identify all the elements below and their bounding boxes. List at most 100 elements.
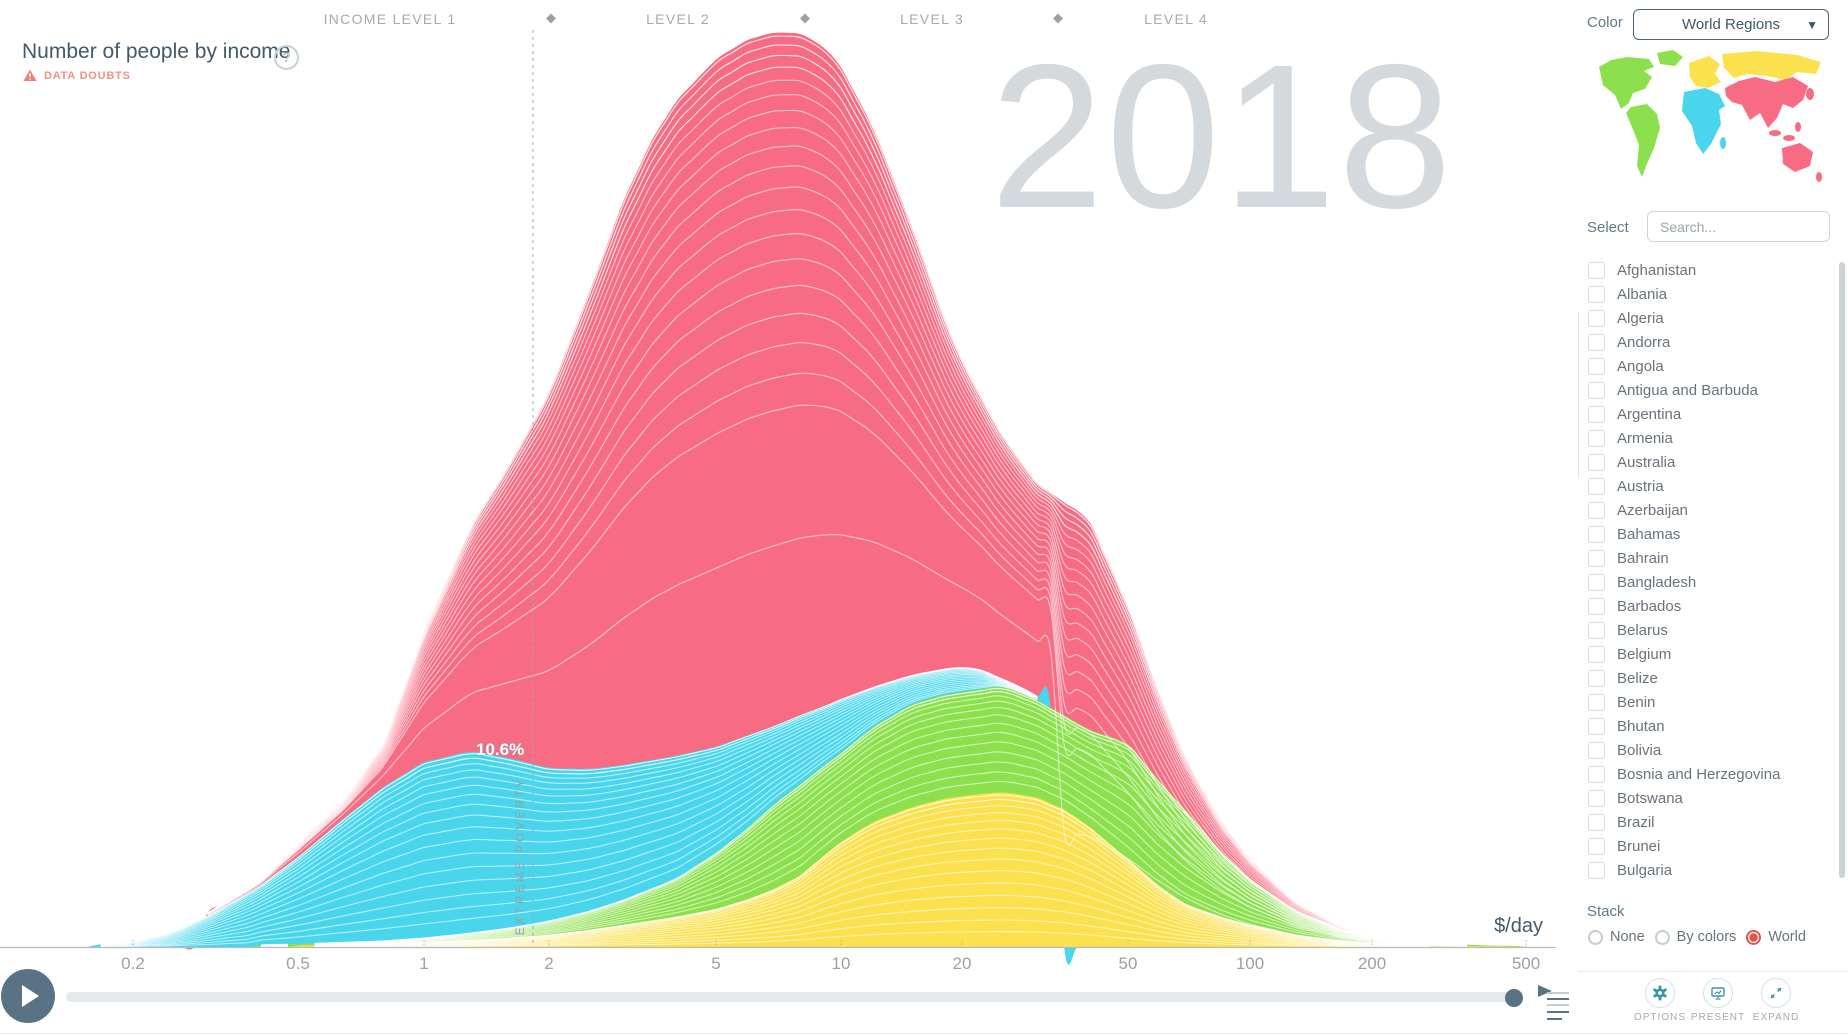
country-list-scrollbar[interactable] — [1839, 262, 1845, 878]
country-row[interactable]: Angola — [1580, 354, 1836, 378]
map-greenland[interactable] — [1657, 50, 1683, 66]
mountain-layer-asia[interactable] — [87, 32, 1530, 950]
country-row[interactable]: Bosnia and Herzegovina — [1580, 762, 1836, 786]
country-label[interactable]: Afghanistan — [1617, 261, 1697, 279]
country-row[interactable]: Botswana — [1580, 786, 1836, 810]
country-label[interactable]: Bosnia and Herzegovina — [1617, 765, 1781, 783]
country-list[interactable]: Afghanistan Albania Algeria Andorra Angola An… — [1580, 258, 1836, 884]
country-checkbox[interactable] — [1588, 669, 1605, 687]
country-row[interactable]: Barbados — [1580, 594, 1836, 618]
country-checkbox[interactable] — [1588, 693, 1605, 711]
country-row[interactable]: Austria — [1580, 474, 1836, 498]
country-checkbox[interactable] — [1588, 717, 1605, 735]
map-madagascar[interactable] — [1720, 137, 1726, 149]
country-label[interactable]: Bhutan — [1617, 717, 1665, 735]
country-row[interactable]: Antigua and Barbuda — [1580, 378, 1836, 402]
present-button[interactable]: PRESENT — [1690, 978, 1746, 1023]
country-label[interactable]: Belarus — [1617, 621, 1668, 639]
forecast-flag-icon[interactable] — [1534, 981, 1574, 1023]
country-label[interactable]: Belize — [1617, 669, 1658, 687]
timeline-track[interactable] — [66, 992, 1516, 1002]
country-row[interactable]: Armenia — [1580, 426, 1836, 450]
country-row[interactable]: Benin — [1580, 690, 1836, 714]
country-label[interactable]: Azerbaijan — [1617, 501, 1688, 519]
country-row[interactable]: Andorra — [1580, 330, 1836, 354]
country-row[interactable]: Bulgaria — [1580, 858, 1836, 882]
country-checkbox[interactable] — [1588, 525, 1605, 543]
country-label[interactable]: Belgium — [1617, 645, 1672, 663]
country-checkbox[interactable] — [1588, 285, 1605, 303]
country-row[interactable]: Belgium — [1580, 642, 1836, 666]
country-checkbox[interactable] — [1588, 477, 1605, 495]
map-indonesia-2[interactable] — [1783, 135, 1795, 141]
map-north-asia[interactable] — [1722, 51, 1821, 80]
country-checkbox[interactable] — [1588, 789, 1605, 807]
country-label[interactable]: Austria — [1617, 477, 1664, 495]
country-checkbox[interactable] — [1588, 861, 1605, 879]
country-label[interactable]: Algeria — [1617, 309, 1664, 327]
country-checkbox[interactable] — [1588, 645, 1605, 663]
map-north-america[interactable] — [1599, 57, 1654, 109]
country-label[interactable]: Argentina — [1617, 405, 1682, 423]
country-checkbox[interactable] — [1588, 813, 1605, 831]
play-button[interactable] — [1, 969, 55, 1023]
country-row[interactable]: Bahamas — [1580, 522, 1836, 546]
country-row[interactable]: Bolivia — [1580, 738, 1836, 762]
country-label[interactable]: Armenia — [1617, 429, 1673, 447]
country-row[interactable]: Belize — [1580, 666, 1836, 690]
country-row[interactable]: Brazil — [1580, 810, 1836, 834]
radio-icon[interactable] — [1654, 929, 1670, 945]
country-label[interactable]: Benin — [1617, 693, 1656, 711]
country-checkbox[interactable] — [1588, 381, 1605, 399]
data-doubts-button[interactable]: DATA DOUBTS — [23, 69, 131, 82]
radio-selected-icon[interactable] — [1746, 929, 1762, 945]
help-icon[interactable]: ? — [274, 45, 299, 70]
country-label[interactable]: Bahamas — [1617, 525, 1681, 543]
stack-radio-by-colors[interactable]: By colors — [1654, 929, 1736, 945]
world-regions-map[interactable] — [1597, 47, 1825, 194]
country-checkbox[interactable] — [1588, 309, 1605, 327]
map-japan[interactable] — [1806, 88, 1814, 100]
country-label[interactable]: Botswana — [1617, 789, 1683, 807]
country-label[interactable]: Angola — [1617, 357, 1664, 375]
country-checkbox[interactable] — [1588, 741, 1605, 759]
map-asia[interactable] — [1725, 77, 1808, 128]
country-row[interactable]: Albania — [1580, 282, 1836, 306]
map-australia[interactable] — [1782, 143, 1813, 172]
country-label[interactable]: Bolivia — [1617, 741, 1662, 759]
stack-radio-none[interactable]: None — [1588, 929, 1645, 945]
country-checkbox[interactable] — [1588, 621, 1605, 639]
country-checkbox[interactable] — [1588, 837, 1605, 855]
country-checkbox[interactable] — [1588, 501, 1605, 519]
map-south-america[interactable] — [1626, 104, 1660, 177]
radio-icon[interactable] — [1588, 929, 1603, 945]
country-checkbox[interactable] — [1588, 573, 1605, 591]
color-by-dropdown[interactable]: World Regions ▼ — [1633, 9, 1829, 40]
country-checkbox[interactable] — [1588, 597, 1605, 615]
country-label[interactable]: Bulgaria — [1617, 861, 1673, 879]
country-row[interactable]: Bangladesh — [1580, 570, 1836, 594]
country-row[interactable]: Bhutan — [1580, 714, 1836, 738]
stack-radio-world[interactable]: World — [1746, 929, 1806, 945]
country-row[interactable]: Azerbaijan — [1580, 498, 1836, 522]
country-row[interactable]: Algeria — [1580, 306, 1836, 330]
country-row[interactable]: Afghanistan — [1580, 258, 1836, 282]
country-label[interactable]: Bahrain — [1617, 549, 1669, 567]
map-africa[interactable] — [1682, 88, 1725, 154]
expand-button[interactable]: EXPAND — [1748, 978, 1804, 1023]
map-europe[interactable] — [1689, 56, 1721, 88]
country-row[interactable]: Belarus — [1580, 618, 1836, 642]
country-checkbox[interactable] — [1588, 453, 1605, 471]
country-checkbox[interactable] — [1588, 765, 1605, 783]
country-label[interactable]: Brunei — [1617, 837, 1661, 855]
map-new-zealand[interactable] — [1816, 172, 1822, 182]
country-row[interactable]: Bahrain — [1580, 546, 1836, 570]
country-label[interactable]: Bangladesh — [1617, 573, 1697, 591]
map-philippines[interactable] — [1795, 122, 1801, 132]
country-checkbox[interactable] — [1588, 261, 1605, 279]
country-checkbox[interactable] — [1588, 333, 1605, 351]
country-checkbox[interactable] — [1588, 429, 1605, 447]
country-label[interactable]: Antigua and Barbuda — [1617, 381, 1758, 399]
country-checkbox[interactable] — [1588, 549, 1605, 567]
